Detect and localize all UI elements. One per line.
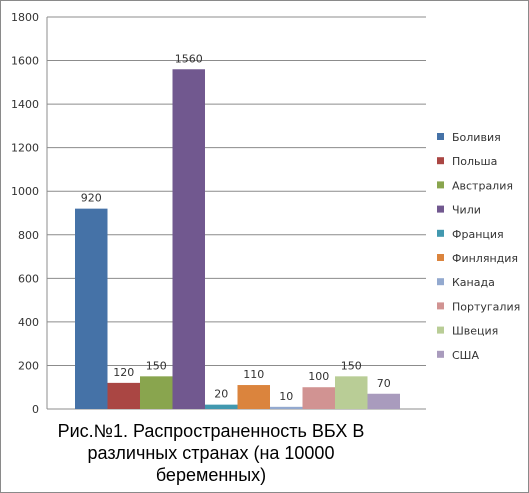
data-label: 1560 [175, 52, 203, 65]
y-tick-label: 600 [18, 272, 39, 285]
legend-swatch [437, 278, 444, 286]
bar [172, 69, 205, 410]
legend-swatch [437, 133, 444, 140]
data-label: 150 [146, 359, 167, 372]
data-label: 920 [81, 192, 102, 205]
bar [205, 404, 238, 409]
y-tick-label: 400 [18, 316, 39, 329]
data-label: 70 [377, 377, 391, 390]
gridlines [47, 16, 426, 410]
y-tick-label: 1600 [11, 55, 39, 68]
legend-entry: Боливия [452, 131, 501, 144]
y-tick-label: 200 [18, 359, 39, 372]
y-tick-label: 800 [18, 229, 39, 242]
legend-entry: Португалия [452, 300, 520, 313]
legend-entry: Польша [452, 155, 497, 168]
data-labels: 920 120 150 1560 20 110 10 100 150 70 [81, 52, 391, 403]
y-tick-label: 1000 [11, 185, 39, 198]
y-axis: 0 200 400 600 800 1000 1200 1400 1600 1800 [11, 11, 48, 416]
legend-swatch [437, 302, 444, 310]
data-label: 120 [113, 366, 134, 379]
legend-entry: Швеция [452, 325, 498, 338]
data-label: 20 [214, 388, 228, 401]
bar [270, 406, 303, 409]
legend-entry: Франция [452, 228, 504, 241]
data-label: 150 [341, 359, 362, 372]
legend-entry: Канада [452, 276, 495, 289]
legend: Боливия Польша Австралия Чили Франция Финлянд… [437, 131, 520, 362]
y-tick-label: 0 [32, 403, 39, 416]
legend-swatch [437, 254, 444, 261]
data-label: 100 [308, 370, 329, 383]
bar [107, 382, 140, 409]
y-tick-label: 1400 [11, 98, 39, 111]
bar [75, 208, 108, 409]
legend-swatch [437, 157, 444, 165]
bar [237, 385, 270, 409]
y-tick-label: 1800 [11, 11, 39, 24]
bar [140, 376, 173, 409]
legend-entry: Финляндия [452, 252, 518, 265]
data-label: 10 [279, 390, 293, 403]
legend-swatch [437, 350, 444, 358]
bar [302, 387, 335, 409]
data-label: 110 [243, 368, 264, 381]
legend-entry: США [452, 349, 479, 362]
y-tick-label: 1200 [11, 142, 39, 155]
bar [367, 393, 400, 409]
legend-entry: Австралия [452, 179, 513, 192]
bar [335, 376, 368, 409]
legend-swatch [437, 326, 444, 334]
legend-entry: Чили [452, 204, 481, 217]
legend-swatch [437, 181, 444, 189]
bars [75, 69, 400, 410]
legend-swatch [437, 229, 444, 237]
legend-swatch [437, 205, 444, 213]
chart-title: Рис.№1. Распространенность ВБХ В различн… [57, 421, 365, 485]
